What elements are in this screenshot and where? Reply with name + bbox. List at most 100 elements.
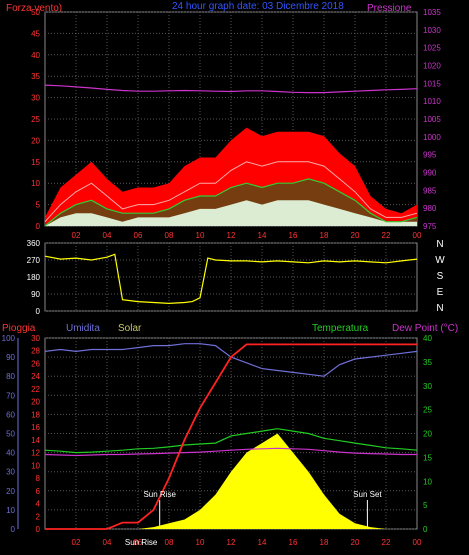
x-tick-label: 10 [196, 231, 205, 240]
compass-label: N [436, 239, 443, 250]
pressure-y-tick-label: 985 [423, 186, 437, 195]
wind-y-tick-label: 45 [31, 29, 40, 38]
x-tick-label: 04 [103, 231, 112, 240]
sunrise-time-label: Sun Rise [125, 538, 158, 547]
wind-y-tick-label: 35 [31, 72, 40, 81]
rain-y-tick-label: 22 [31, 385, 40, 394]
x-tick-label: 14 [258, 231, 267, 240]
temperature-y-tick-label: 10 [423, 477, 432, 486]
wind-axis-label: Forza vento) [6, 3, 62, 14]
x-tick-label: 18 [320, 538, 329, 547]
x-tick-label: 02 [72, 538, 81, 547]
direction-y-tick-label: 0 [36, 307, 41, 316]
direction-line [44, 253, 418, 305]
x-tick-label: 18 [320, 231, 329, 240]
wind-y-tick-label: 5 [36, 201, 41, 210]
wind-y-tick-label: 15 [31, 158, 40, 167]
x-tick-label: 00 [413, 538, 422, 547]
x-tick-label: 00 [413, 231, 422, 240]
wind-y-tick-label: 10 [31, 179, 40, 188]
temperature-y-tick-label: 30 [423, 382, 432, 391]
wind-y-tick-label: 50 [31, 8, 40, 17]
temperature-y-tick-label: 20 [423, 430, 432, 439]
rain-y-tick-label: 2 [36, 512, 41, 521]
x-tick-label: 02 [72, 231, 81, 240]
rain-y-tick-label: 26 [31, 359, 40, 368]
pressure-y-tick-label: 1030 [423, 26, 441, 35]
wind-y-tick-label: 40 [31, 51, 40, 60]
x-tick-label: 08 [165, 231, 174, 240]
x-tick-label: 16 [289, 231, 298, 240]
wind-line [44, 161, 418, 223]
rain-y-tick-label: 14 [31, 436, 40, 445]
solar-axis-label: Solar [118, 323, 142, 334]
x-tick-label: 06 [134, 231, 143, 240]
compass-label: W [435, 255, 445, 266]
humidity-y-tick-label: 50 [6, 430, 15, 439]
rain-y-tick-label: 4 [36, 500, 41, 509]
compass-label: E [437, 287, 444, 298]
rain-y-tick-label: 18 [31, 410, 40, 419]
humidity-y-tick-label: 80 [6, 372, 15, 381]
wind-y-tick-label: 25 [31, 115, 40, 124]
rain-y-tick-label: 12 [31, 449, 40, 458]
humidity-y-tick-label: 20 [6, 487, 15, 496]
pressure-line [44, 84, 418, 94]
series-layer [44, 84, 418, 530]
pressure-y-tick-label: 975 [423, 222, 437, 231]
rain-y-tick-label: 20 [31, 398, 40, 407]
sunrise-label: Sun Rise [143, 490, 176, 499]
x-tick-label: 20 [351, 231, 360, 240]
compass-label: S [437, 271, 444, 282]
temperature-line [44, 428, 418, 454]
pressure-y-tick-label: 980 [423, 204, 437, 213]
humidity-y-tick-label: 30 [6, 468, 15, 477]
x-tick-label: 08 [165, 538, 174, 547]
rain-y-tick-label: 0 [36, 525, 41, 534]
pressure-y-tick-label: 1010 [423, 97, 441, 106]
temperature-axis-label: Temperatura [312, 323, 369, 334]
x-tick-label: 12 [227, 231, 236, 240]
chart-title: 24 hour graph date: 03 Dicembre 2018 [172, 1, 344, 12]
temperature-y-tick-label: 0 [423, 525, 428, 534]
pressure-y-tick-label: 1020 [423, 62, 441, 71]
rain-y-tick-label: 8 [36, 474, 41, 483]
direction-y-tick-label: 180 [27, 273, 41, 282]
pressure-y-tick-label: 1000 [423, 133, 441, 142]
rain-line [45, 343, 417, 530]
sunset-label: Sun Set [353, 490, 382, 499]
x-tick-label: 16 [289, 538, 298, 547]
pressure-axis-label: Pressione [367, 3, 412, 14]
wind-y-tick-label: 30 [31, 94, 40, 103]
humidity-y-tick-label: 40 [6, 449, 15, 458]
compass-label: N [436, 303, 443, 314]
x-tick-label: 12 [227, 538, 236, 547]
x-tick-label: 22 [382, 538, 391, 547]
wind-min-area [45, 200, 417, 226]
wind-avg-line [44, 178, 418, 227]
pressure-y-tick-label: 1015 [423, 79, 441, 88]
direction-y-tick-label: 90 [31, 290, 40, 299]
direction-y-tick-label: 360 [27, 239, 41, 248]
pressure-y-tick-label: 990 [423, 169, 437, 178]
x-tick-label: 06 [134, 538, 143, 547]
direction-y-tick-label: 270 [27, 256, 41, 265]
x-tick-label: 22 [382, 231, 391, 240]
humidity-y-tick-label: 100 [2, 334, 16, 343]
x-tick-label: 04 [103, 538, 112, 547]
dew-point-axis-label: Dew Point (°C) [392, 323, 458, 334]
humidity-y-tick-label: 60 [6, 410, 15, 419]
pressure-y-tick-label: 1005 [423, 115, 441, 124]
ticks-layer: 0510152025303540455097598098599099510001… [2, 8, 446, 547]
rain-y-tick-label: 24 [31, 372, 40, 381]
rain-y-tick-label: 10 [31, 461, 40, 470]
humidity-y-tick-label: 0 [11, 525, 16, 534]
temperature-y-tick-label: 25 [423, 406, 432, 415]
rain-axis-label: Pioggia [2, 323, 36, 334]
temperature-y-tick-label: 40 [423, 334, 432, 343]
humidity-axis-label: Umidita [66, 323, 100, 334]
temperature-y-tick-label: 5 [423, 501, 428, 510]
rain-y-tick-label: 16 [31, 423, 40, 432]
solar-area [45, 433, 417, 529]
